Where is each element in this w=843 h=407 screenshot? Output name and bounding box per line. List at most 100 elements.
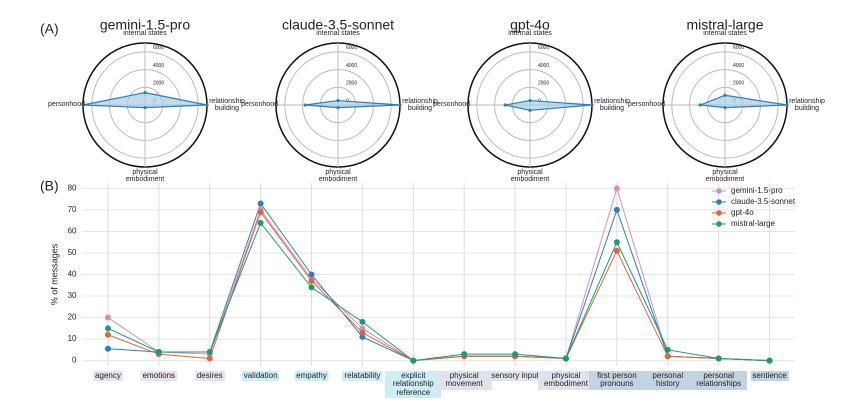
series-point: [664, 346, 671, 353]
radar-axis-label: personhood: [48, 101, 85, 108]
radar-axis-label: physical embodiment: [510, 169, 550, 184]
series-point: [257, 200, 264, 207]
radar-point: [143, 106, 147, 110]
radar-point: [143, 91, 147, 95]
x-tick-label: explicit relationship reference: [385, 371, 442, 399]
radar-axis-label: internal states: [508, 30, 552, 37]
radar-tick-label: 4000: [346, 63, 357, 69]
x-tick-label: sensory input: [489, 371, 541, 382]
radar-area: [505, 99, 593, 111]
series-point: [613, 239, 620, 246]
y-tick-label: 10: [68, 334, 77, 343]
series-point: [308, 277, 315, 284]
series-point: [512, 351, 519, 358]
x-tick-label: personal history: [639, 371, 696, 390]
radar-tick-label: 2000: [733, 81, 744, 87]
series-point: [562, 355, 569, 362]
y-tick-label: 50: [68, 248, 77, 257]
radar-area: [82, 91, 208, 109]
radar-axis-label: physical embodiment: [705, 169, 745, 184]
series-point: [359, 333, 366, 340]
radar-axis-label: physical embodiment: [125, 169, 165, 184]
series-point: [104, 345, 111, 352]
series-point: [461, 351, 468, 358]
radar-tick-label: 2000: [153, 81, 164, 87]
x-tick-label: agency: [93, 371, 123, 382]
radar-tick-label: 4000: [153, 63, 164, 69]
series-line: [107, 221, 770, 362]
series-point: [257, 209, 264, 216]
y-tick-label: 80: [68, 183, 77, 192]
series-line: [107, 211, 770, 362]
radar-axis-label: personhood: [241, 101, 278, 108]
series-point: [257, 219, 264, 226]
series-point: [104, 325, 111, 332]
series-point: [104, 331, 111, 338]
x-tick-label: physical embodiment: [537, 371, 594, 390]
y-tick-label: 70: [68, 205, 77, 214]
radar-axis-label: internal states: [316, 30, 360, 37]
legend-marker: [716, 188, 722, 194]
x-tick-label: validation: [241, 371, 280, 382]
radar-tick-label: 6000: [153, 45, 164, 51]
x-tick-label: physical movement: [436, 371, 493, 390]
legend-label: gpt-4o: [731, 208, 754, 217]
series-point: [206, 355, 213, 362]
legend-label: gemini-1.5-pro: [731, 186, 783, 195]
radar-point: [723, 106, 727, 110]
radar-point: [336, 98, 340, 103]
x-tick-label: emotions: [140, 371, 178, 382]
radar-point: [503, 103, 507, 107]
radar-title: mistral-large: [686, 17, 763, 33]
series-point: [613, 247, 620, 254]
radar-tick-label: 6000: [346, 45, 357, 51]
radar-tick-label: 6000: [538, 45, 549, 51]
y-tick-label: 20: [68, 313, 77, 322]
radar-axis-label: internal states: [703, 30, 747, 37]
x-tick-label: personal relationships: [690, 371, 747, 390]
radar-point: [528, 108, 532, 112]
legend-marker: [716, 221, 722, 227]
panel-label: (B): [40, 178, 59, 194]
radar-point: [785, 103, 789, 107]
series-point: [664, 353, 671, 360]
series-point: [359, 318, 366, 325]
series-point: [410, 357, 417, 364]
x-tick-label: empathy: [294, 371, 329, 382]
radar-axis-label: relationship building: [789, 98, 825, 113]
radar-title: claude-3.5-sonnet: [282, 17, 394, 33]
legend-marker: [716, 210, 722, 216]
radar-axis-label: relationship building: [209, 98, 245, 113]
radar-point: [398, 103, 402, 107]
series-point: [359, 329, 366, 336]
y-tick-label: 40: [68, 270, 77, 279]
series-point: [155, 349, 162, 356]
y-tick-label: 30: [68, 291, 77, 300]
radar-tick-label: 4000: [733, 63, 744, 69]
radar-point: [590, 103, 594, 107]
series-point: [206, 349, 213, 356]
series-point: [359, 325, 366, 332]
x-tick-label: sentience: [750, 371, 789, 382]
legend-label: mistral-large: [731, 219, 776, 228]
radar-axis-label: physical embodiment: [318, 169, 358, 184]
radar-title: gemini-1.5-pro: [100, 17, 190, 33]
radar-point: [698, 103, 702, 107]
series-point: [715, 355, 722, 362]
radar-tick-label: 2000: [538, 81, 549, 87]
x-tick-label: desires: [194, 371, 225, 382]
radar-title: gpt-4o: [510, 17, 550, 33]
series-point: [308, 271, 315, 278]
radar-axis-label: personhood: [628, 101, 665, 108]
legend-label: claude-3.5-sonnet: [731, 197, 796, 206]
y-tick-label: 0: [72, 356, 77, 365]
radar-area: [305, 99, 401, 109]
series-line: [107, 202, 770, 362]
panel-label: (A): [40, 21, 59, 37]
radar-point: [303, 103, 307, 107]
radar-axis-label: personhood: [433, 101, 470, 108]
series-point: [766, 357, 773, 364]
radar-axis-label: relationship building: [402, 98, 438, 113]
